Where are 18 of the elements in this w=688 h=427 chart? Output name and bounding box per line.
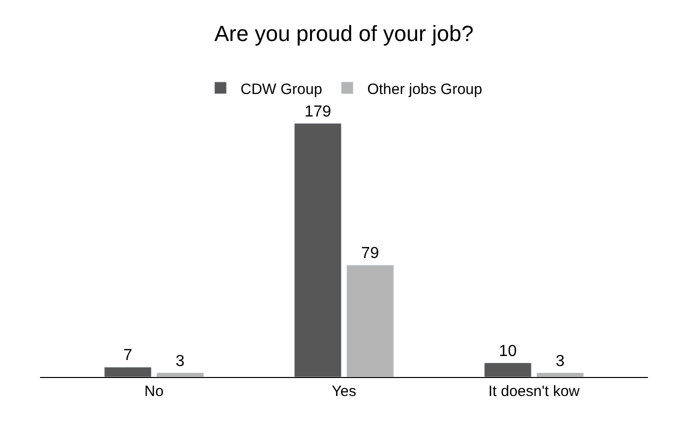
x-tick-label: Yes [332,383,356,400]
legend-label: Other jobs Group [367,80,482,98]
bar [484,362,532,377]
x-tick-label: No [144,383,164,400]
x-tick-label: It doesn't kow [488,383,580,400]
bar [536,372,584,377]
data-label: 179 [304,103,332,120]
data-label: 3 [176,352,185,370]
legend-label: CDW Group [240,80,322,98]
data-label: 3 [556,352,565,370]
bar [346,264,394,377]
bar [156,372,204,377]
data-label: 79 [361,245,380,262]
data-label: 7 [123,347,132,364]
bar [294,123,342,377]
bar [104,366,152,377]
data-label: 10 [498,342,517,360]
chart-title: Are you proud of your job? [214,21,474,46]
